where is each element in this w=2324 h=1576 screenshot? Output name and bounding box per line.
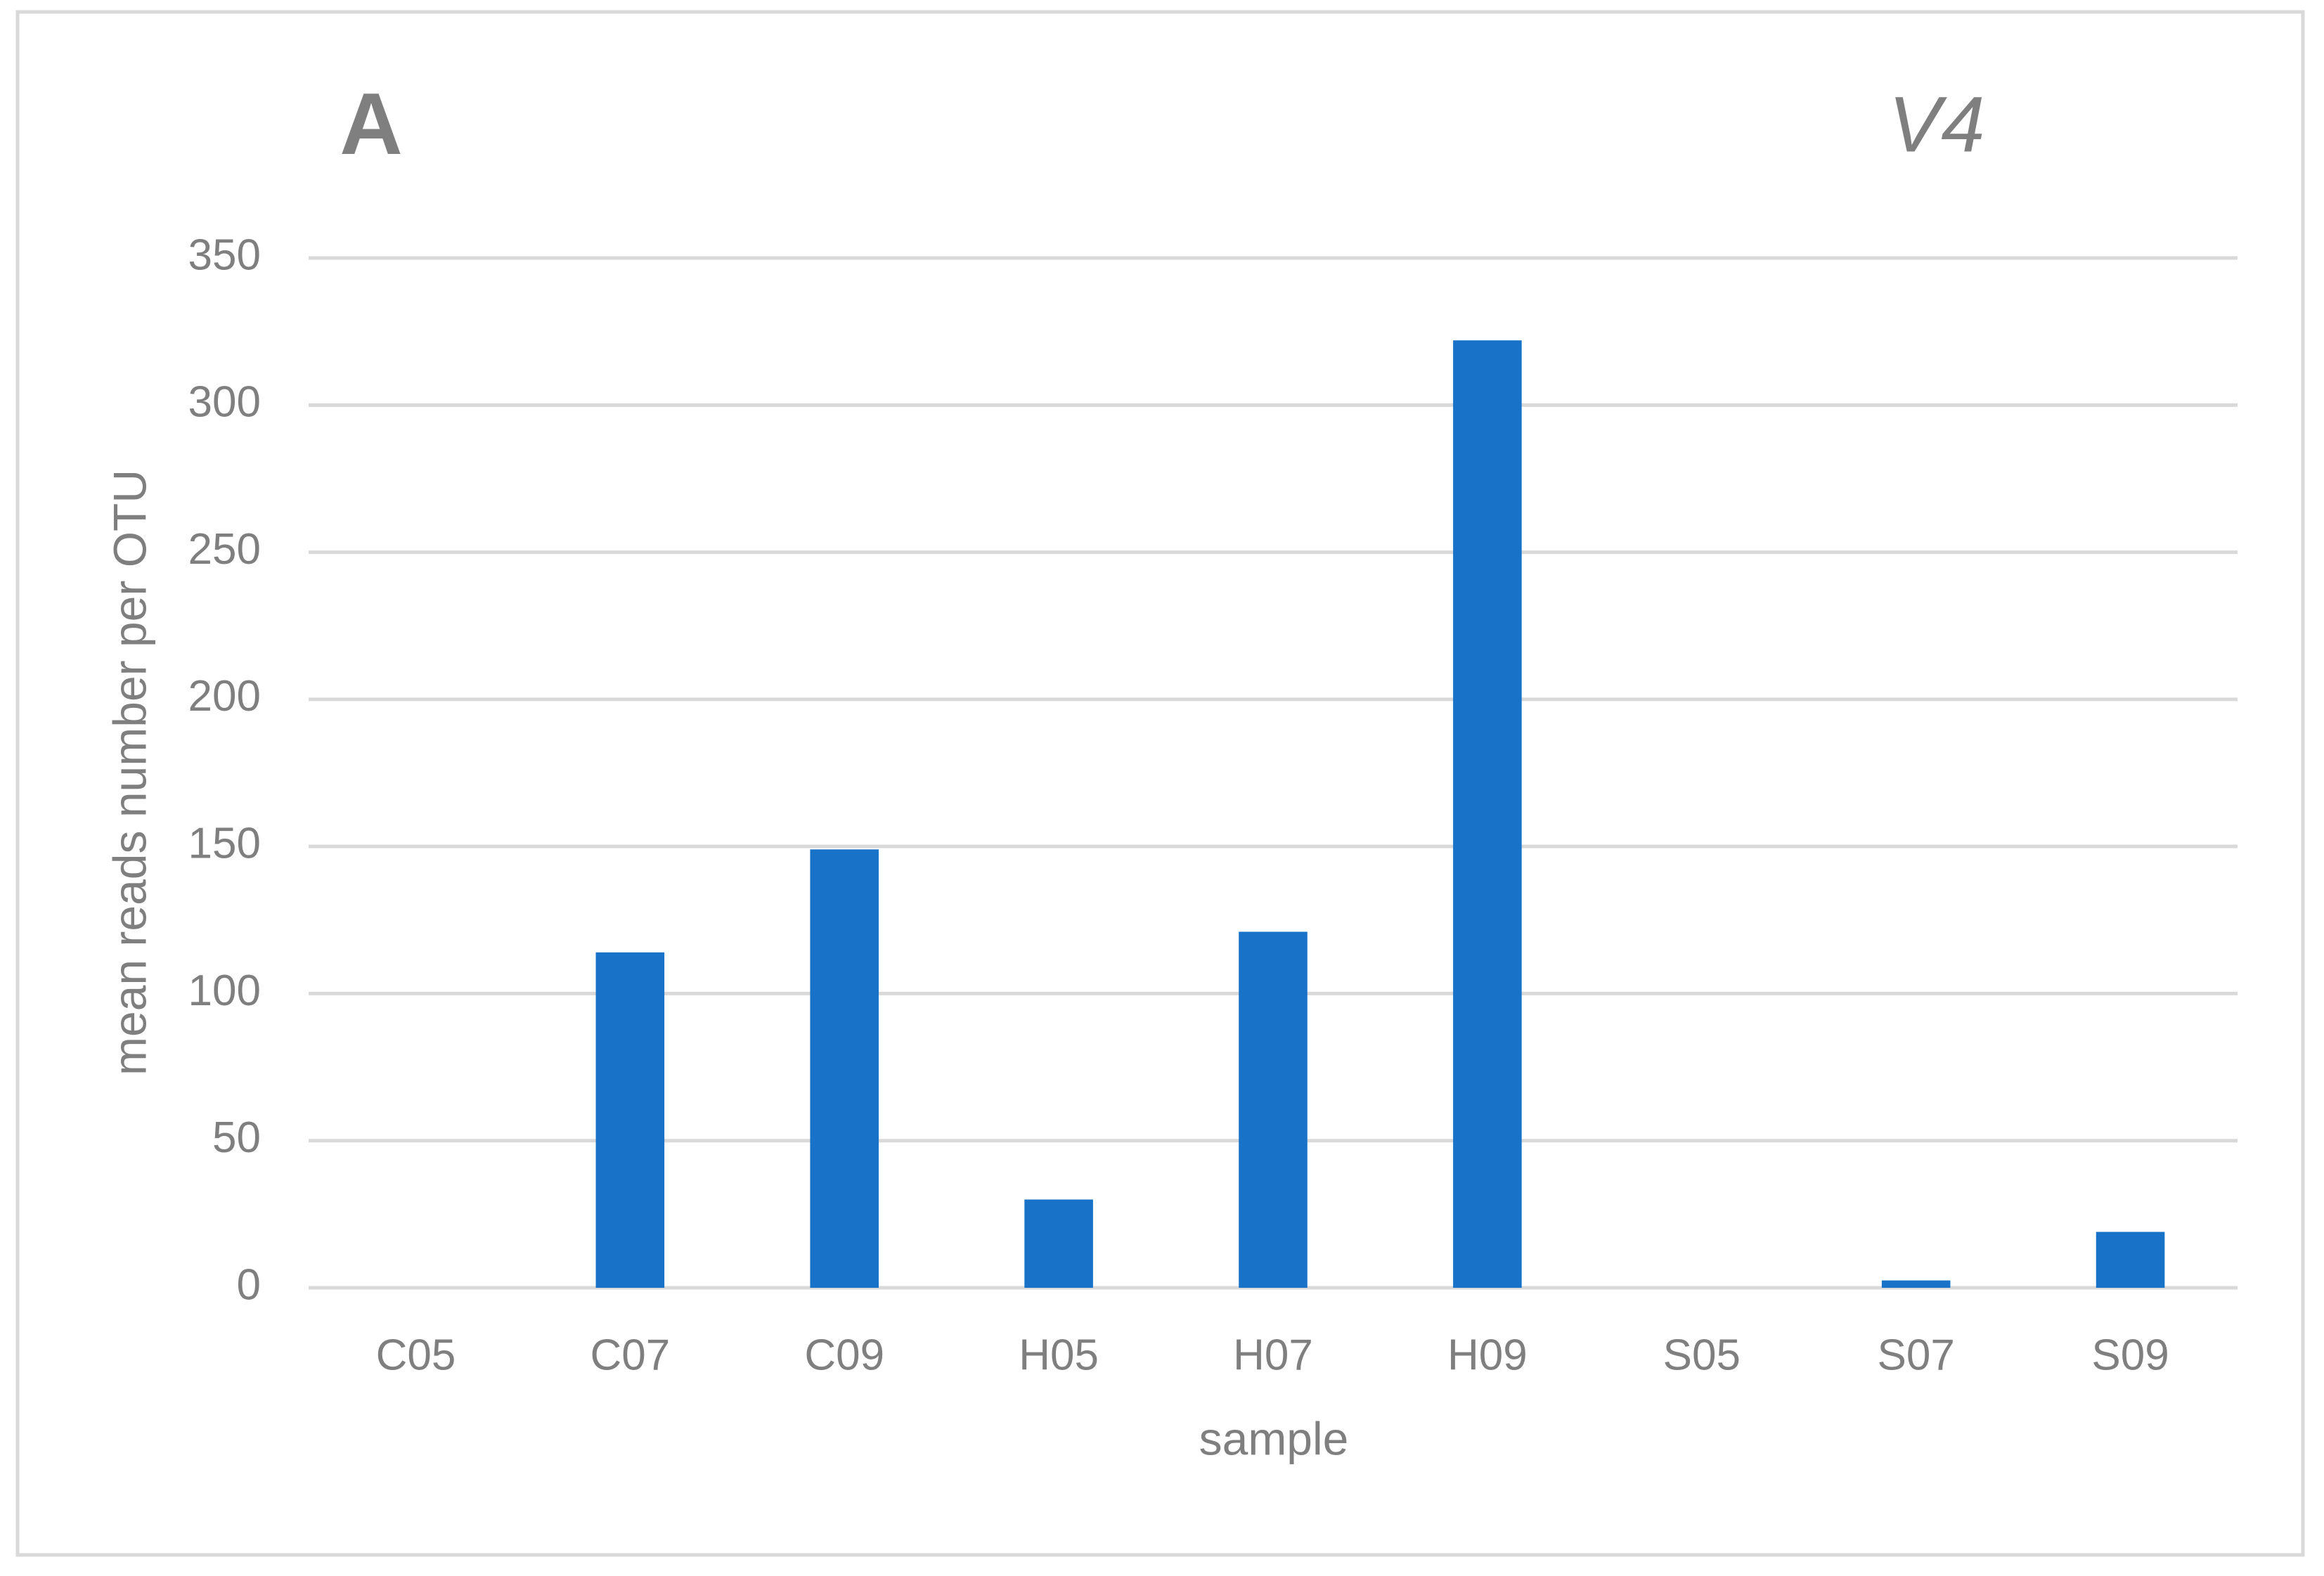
x-axis-title: sample <box>1199 1412 1349 1464</box>
bar <box>2096 1232 2165 1288</box>
y-tick-label: 150 <box>188 820 261 868</box>
x-tick-label: C09 <box>804 1331 884 1379</box>
y-tick-label: 100 <box>188 967 261 1015</box>
x-tick-label: S07 <box>1878 1331 1955 1379</box>
y-tick-label: 250 <box>188 525 261 574</box>
x-tick-label: H09 <box>1447 1331 1528 1379</box>
panel-label: A <box>340 76 403 173</box>
y-axis-title: mean reads number per OTU <box>103 470 155 1076</box>
bar <box>810 849 879 1288</box>
y-tick-label: 200 <box>188 672 261 721</box>
bar <box>595 952 665 1288</box>
x-tick-label: S09 <box>2091 1331 2169 1379</box>
y-tick-label: 0 <box>237 1260 261 1309</box>
x-tick-label: H07 <box>1233 1331 1313 1379</box>
chart-title: V4 <box>1889 81 1985 169</box>
y-tick-label: 50 <box>212 1113 261 1162</box>
y-tick-label: 300 <box>188 378 261 427</box>
bar <box>1881 1280 1951 1288</box>
bar <box>1453 340 1522 1288</box>
chart-border <box>15 10 2305 1557</box>
bar <box>1239 931 1308 1288</box>
x-tick-label: C05 <box>376 1331 456 1379</box>
x-tick-label: C07 <box>590 1331 670 1379</box>
x-tick-label: S05 <box>1663 1331 1741 1379</box>
x-tick-label: H05 <box>1019 1331 1099 1379</box>
y-tick-label: 350 <box>188 231 261 279</box>
bar <box>1024 1199 1093 1288</box>
